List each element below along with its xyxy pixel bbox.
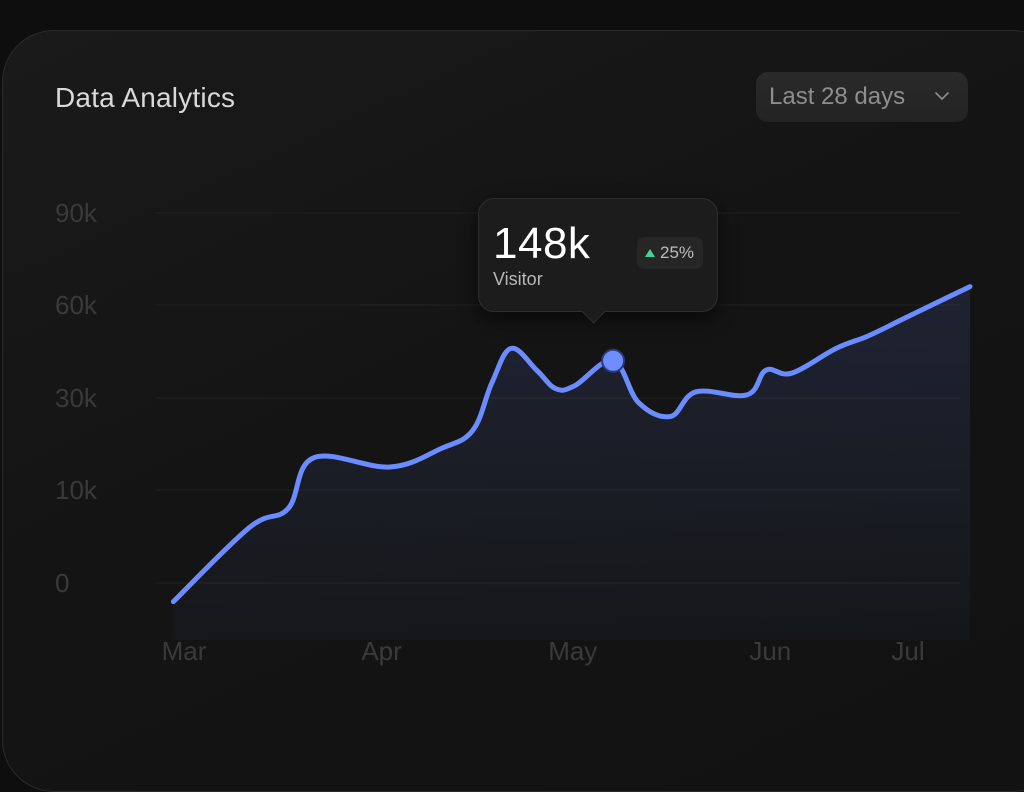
data-point[interactable]: [308, 452, 320, 464]
tooltip-label: Visitor: [493, 269, 543, 289]
data-point[interactable]: [741, 389, 753, 401]
chevron-down-icon: [935, 92, 949, 100]
y-tick-label: 10k: [55, 475, 98, 505]
data-point[interactable]: [282, 503, 294, 515]
series-line: [170, 284, 973, 605]
chart-area: 90k 60k 30k 10k 0 Mar Apr May Jun Jul: [55, 198, 976, 666]
change-value: 25%: [660, 243, 695, 262]
y-tick-label: 0: [55, 568, 69, 598]
data-point[interactable]: [760, 364, 772, 376]
data-point[interactable]: [167, 596, 179, 608]
data-point[interactable]: [569, 380, 581, 392]
data-point[interactable]: [244, 521, 256, 533]
data-point[interactable]: [486, 377, 498, 389]
date-range-label: Last 28 days: [769, 83, 906, 110]
area-fill: [173, 286, 970, 640]
data-point[interactable]: [550, 383, 562, 395]
data-point[interactable]: [435, 443, 447, 455]
x-tick-label: Jun: [749, 636, 791, 666]
data-tooltip: 148k Visitor 25%: [478, 198, 718, 324]
y-tick-label: 60k: [55, 290, 98, 320]
date-range-dropdown[interactable]: Last 28 days: [756, 72, 968, 122]
change-badge: 25%: [637, 237, 703, 269]
data-point[interactable]: [665, 410, 677, 422]
y-tick-label: 30k: [55, 383, 98, 413]
data-point[interactable]: [939, 293, 951, 305]
data-point[interactable]: [900, 311, 912, 323]
data-point[interactable]: [505, 342, 517, 354]
x-tick-label: Jul: [891, 636, 924, 666]
data-point[interactable]: [690, 386, 702, 398]
x-tick-label: May: [548, 636, 597, 666]
data-point[interactable]: [531, 364, 543, 376]
triangle-up-icon: [645, 249, 655, 257]
card-title: Data Analytics: [55, 82, 236, 113]
tooltip-value: 148k: [493, 219, 591, 268]
data-point[interactable]: [384, 461, 396, 473]
data-point[interactable]: [633, 397, 645, 409]
data-point[interactable]: [830, 342, 842, 354]
data-point[interactable]: [862, 330, 874, 342]
data-point[interactable]: [467, 424, 479, 436]
x-tick-label: Apr: [361, 636, 402, 666]
highlighted-data-point[interactable]: [601, 348, 626, 373]
data-point[interactable]: [964, 281, 976, 293]
y-tick-label: 90k: [55, 198, 98, 228]
data-point[interactable]: [786, 367, 798, 379]
x-tick-label: Mar: [162, 636, 207, 666]
